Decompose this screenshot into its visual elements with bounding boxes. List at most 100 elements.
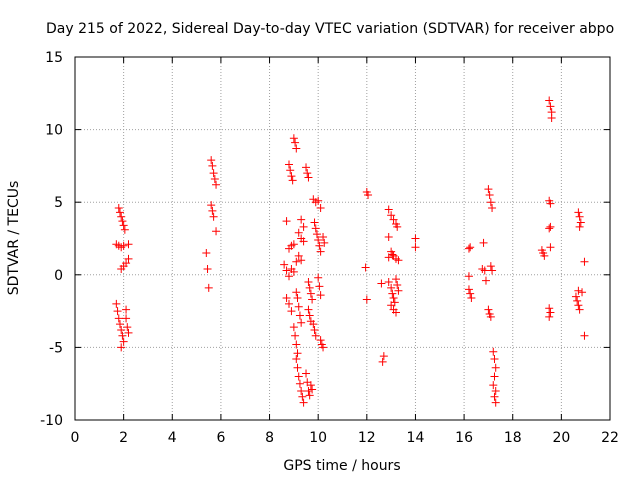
y-tick-label: -5: [49, 340, 63, 356]
data-point: [578, 288, 587, 297]
data-point: [467, 294, 476, 303]
data-point: [117, 343, 126, 352]
data-point: [486, 262, 495, 271]
data-point: [316, 204, 325, 213]
data-point: [208, 206, 217, 215]
data-point: [292, 144, 301, 153]
data-point: [571, 292, 580, 301]
data-point: [384, 253, 393, 262]
data-point: [203, 264, 212, 273]
data-point: [394, 256, 403, 265]
data-point: [289, 134, 298, 143]
data-point: [289, 240, 298, 249]
data-point: [480, 266, 489, 275]
data-point: [297, 386, 306, 395]
data-point: [575, 305, 584, 314]
data-point: [302, 369, 311, 378]
data-point: [287, 307, 296, 316]
data-point: [311, 224, 320, 233]
data-point: [311, 331, 320, 340]
data-point: [309, 320, 318, 329]
data-point: [580, 257, 589, 266]
data-point: [362, 295, 371, 304]
data-point: [119, 337, 128, 346]
data-point: [210, 174, 219, 183]
data-point: [394, 286, 403, 295]
x-tick-label: 8: [265, 430, 274, 446]
axis-ticks: [74, 56, 611, 421]
data-point: [119, 241, 128, 250]
data-point: [298, 392, 307, 401]
data-point: [212, 227, 221, 236]
data-point: [308, 385, 317, 394]
data-point: [545, 312, 554, 321]
y-axis-label: SDTVAR / TECUs: [6, 181, 22, 296]
data-point: [319, 343, 328, 352]
data-point: [384, 233, 393, 242]
data-point: [288, 176, 297, 185]
data-point: [292, 355, 301, 364]
data-point: [545, 224, 554, 233]
grid: [75, 57, 610, 420]
data-point: [484, 185, 493, 194]
data-point: [285, 299, 293, 308]
data-point: [314, 273, 323, 282]
data-point: [293, 363, 302, 372]
x-tick-label: 18: [504, 430, 522, 446]
data-point: [314, 235, 323, 244]
x-tick-label: 2: [119, 430, 128, 446]
data-point: [207, 201, 216, 210]
data-point: [545, 304, 554, 313]
data-point: [387, 283, 396, 292]
data-point: [306, 289, 315, 298]
data-point: [113, 307, 122, 316]
data-point: [285, 272, 293, 281]
data-point: [304, 278, 313, 287]
data-point: [575, 212, 584, 221]
data-point: [299, 222, 308, 231]
data-point: [490, 372, 499, 381]
data-point: [302, 163, 311, 172]
data-point: [464, 272, 473, 281]
data-point: [294, 228, 303, 237]
data-point: [490, 392, 499, 401]
data-point: [289, 267, 298, 276]
data-point: [464, 244, 473, 253]
data-point: [282, 217, 291, 226]
data-point: [299, 237, 308, 246]
x-tick-label: 22: [601, 430, 619, 446]
data-point: [576, 218, 585, 227]
data-point: [293, 349, 302, 358]
data-point: [361, 263, 370, 272]
data-point: [546, 102, 555, 111]
data-point: [310, 218, 319, 227]
data-point: [384, 205, 393, 214]
data-point: [481, 276, 490, 285]
data-point: [292, 340, 301, 349]
data-point: [204, 283, 213, 292]
y-tick-label: 15: [45, 50, 63, 66]
y-tick-label: 0: [54, 268, 63, 284]
chart-title: Day 215 of 2022, Sidereal Day-to-day VTE…: [46, 21, 614, 37]
data-point: [115, 208, 124, 217]
data-point: [574, 286, 583, 295]
data-point: [304, 173, 313, 182]
data-point: [303, 169, 312, 178]
x-tick-label: 20: [552, 430, 570, 446]
data-point: [123, 323, 132, 332]
data-point: [112, 299, 121, 308]
y-tick-labels: -10 -5 0 5 10 15: [40, 50, 63, 429]
data-point: [546, 243, 555, 252]
data-point: [117, 212, 126, 221]
data-point: [282, 266, 291, 275]
x-axis-label: GPS time / hours: [283, 458, 400, 474]
data-point: [484, 305, 493, 314]
data-point: [491, 386, 500, 395]
data-point: [297, 256, 306, 265]
data-point: [364, 190, 373, 199]
data-points: [112, 96, 589, 407]
data-point: [411, 234, 420, 243]
data-point: [392, 308, 400, 317]
data-point: [295, 311, 304, 320]
